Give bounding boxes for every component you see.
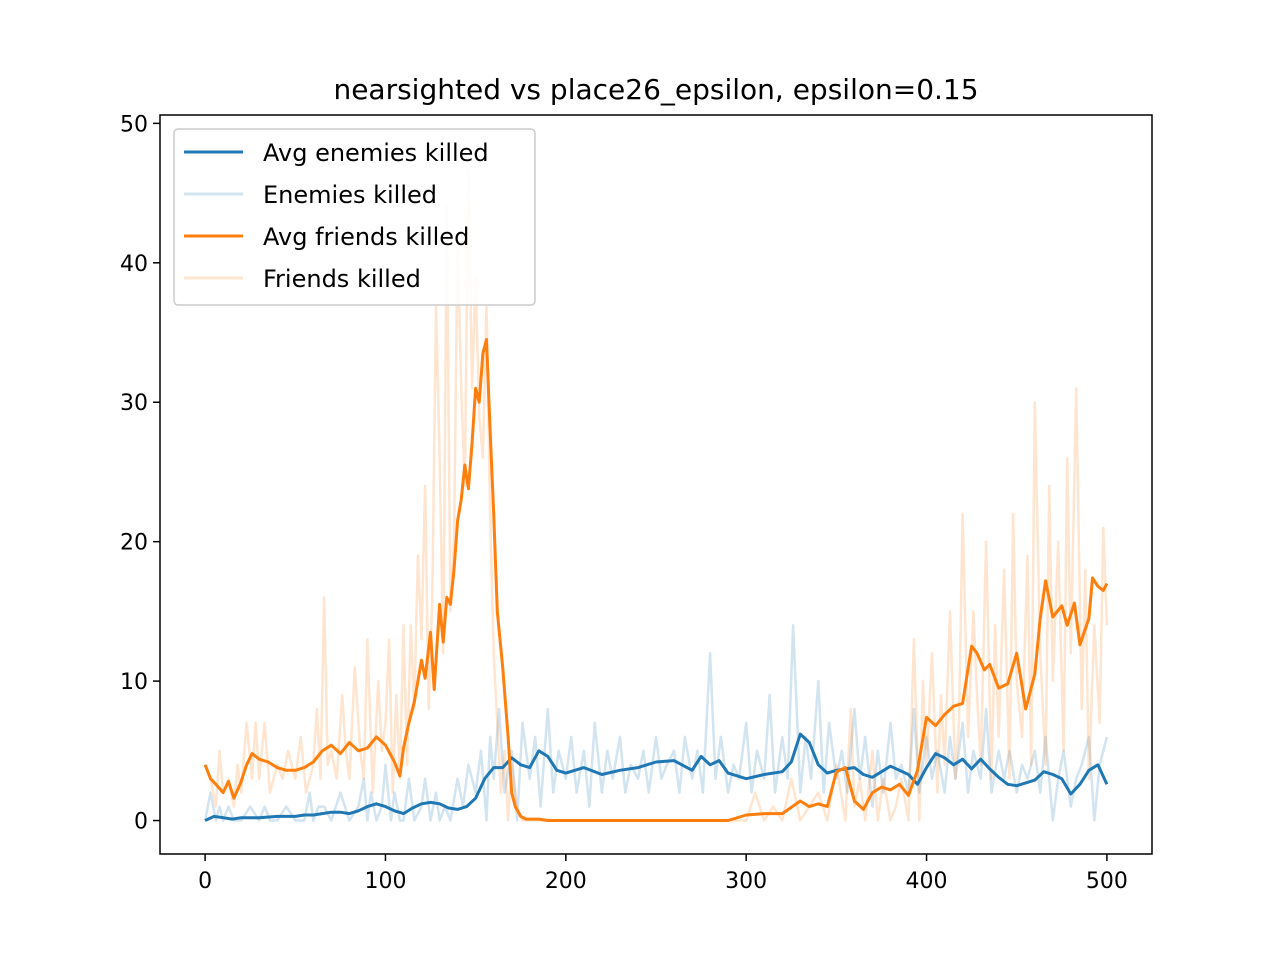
legend-label-avg-enemies: Avg enemies killed [263, 139, 489, 167]
series-line-avg-friends-killed [203, 338, 1109, 822]
legend-box [173, 128, 536, 306]
x-axis: 0 100 200 300 400 500 [198, 854, 1128, 894]
plot-frame [159, 114, 1153, 855]
y-tick-label: 50 [120, 112, 148, 137]
legend-label-friends: Friends killed [263, 265, 421, 293]
legend-label-enemies: Enemies killed [263, 181, 437, 209]
series-layer [203, 163, 1109, 822]
legend: Avg enemies killed Enemies killed Avg fr… [173, 128, 536, 306]
legend-label-avg-friends: Avg friends killed [263, 223, 469, 251]
y-axis: 0 10 20 30 40 50 [120, 112, 160, 835]
y-tick-label: 20 [120, 531, 148, 556]
x-tick-label: 400 [906, 869, 948, 894]
chart-title: nearsighted vs place26_epsilon, epsilon=… [333, 73, 978, 106]
y-tick-label: 10 [120, 670, 148, 695]
series-line-avg-enemies-killed [204, 732, 1109, 822]
y-tick-label: 30 [120, 391, 148, 416]
x-tick-label: 300 [725, 869, 767, 894]
x-tick-label: 200 [545, 869, 587, 894]
x-tick-label: 500 [1086, 869, 1128, 894]
y-tick-label: 40 [120, 252, 148, 277]
x-tick-label: 0 [198, 869, 212, 894]
x-tick-label: 100 [364, 869, 406, 894]
y-tick-label: 0 [134, 810, 148, 835]
